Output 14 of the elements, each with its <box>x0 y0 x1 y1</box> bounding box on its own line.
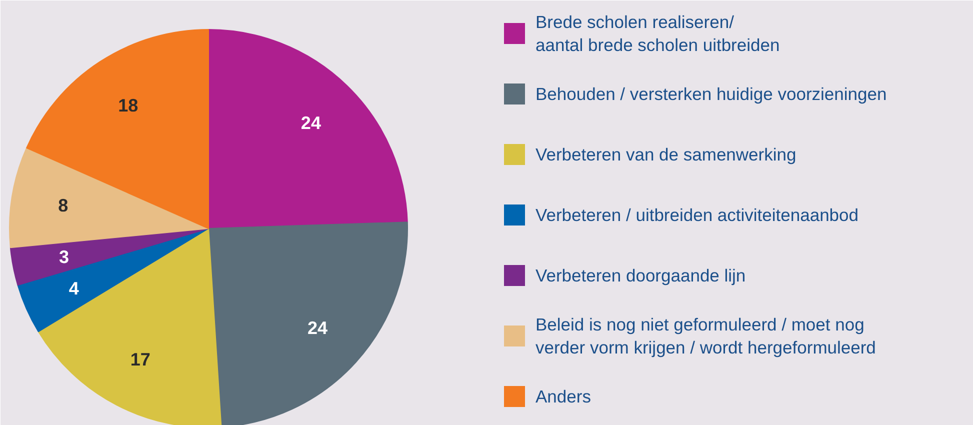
legend-label: Beleid is nog niet geformuleerd / moet nog verder vorm krijgen / wordt hergeformuleerd <box>536 314 876 358</box>
legend-label: Verbeteren van de samenwerking <box>536 144 796 164</box>
data-label: 18 <box>118 96 138 116</box>
legend-label: Verbeteren / uitbreiden activiteitenaanbod <box>536 205 859 225</box>
legend-label: Verbeteren doorgaande lijn <box>536 266 746 286</box>
legend-label: Anders <box>536 386 592 406</box>
data-label: 24 <box>308 318 328 338</box>
legend-label: Brede scholen realiseren/ aantal brede scholen uitbreiden <box>536 12 780 55</box>
data-label: 24 <box>300 113 321 134</box>
legend-label: Behouden / versterken huidige voorzieningen <box>536 84 887 104</box>
data-label: 17 <box>130 350 150 370</box>
data-label: 8 <box>58 195 68 216</box>
data-label: 4 <box>68 278 79 299</box>
data-label: 3 <box>58 247 69 268</box>
